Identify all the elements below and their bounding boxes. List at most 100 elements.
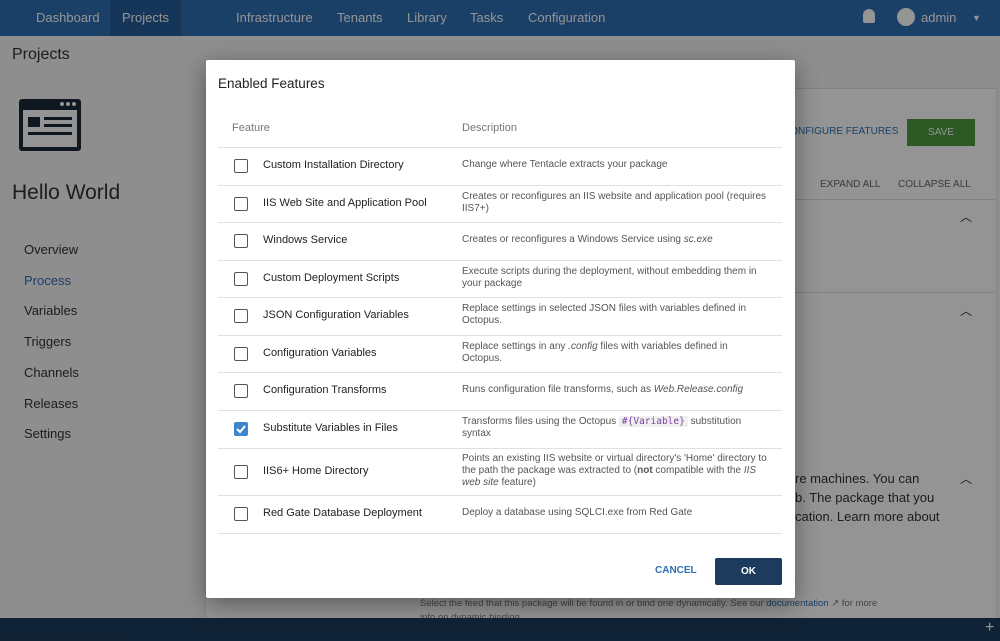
nav-item[interactable]: Configuration xyxy=(528,10,606,25)
description-text: compatible with the xyxy=(652,465,744,476)
project-name: Hello World xyxy=(12,181,121,204)
description-text: Points an existing IIS website or virtua… xyxy=(462,453,767,476)
checkbox[interactable] xyxy=(234,384,248,398)
description-text: Replace settings in any xyxy=(462,341,569,352)
user-name[interactable]: admin xyxy=(921,10,957,25)
description-text: .config xyxy=(568,341,598,352)
feature-name: Custom Deployment Scripts xyxy=(263,271,400,284)
ok-button[interactable]: OK xyxy=(715,558,782,585)
feature-description: Change where Tentacle extracts your pack… xyxy=(462,159,767,171)
feed-help-line2: info on dynamic binding xyxy=(420,612,520,623)
description-text: Web.Release.config xyxy=(653,384,744,395)
checkbox[interactable] xyxy=(234,196,248,211)
feature-name: Configuration Transforms xyxy=(263,384,387,396)
menu-item[interactable]: Releases xyxy=(24,395,79,411)
description-text: IIS web site xyxy=(462,465,757,488)
feature-row: Configuration Variables Replace settings … xyxy=(218,335,782,373)
feature-row: Custom Deployment Scripts Execute scripts… xyxy=(218,260,782,298)
description-text: not xyxy=(637,465,653,476)
feature-description: Replace settings in any .config files wi… xyxy=(462,341,767,365)
feature-description: Deploy a database using SQLCI.exe from R… xyxy=(462,507,767,519)
nav-item[interactable]: Projects xyxy=(110,0,181,36)
configure-features[interactable]: CONFIGURE FEATURES xyxy=(783,126,899,137)
description-text: Replace settings in selected JSON files … xyxy=(462,303,747,326)
checkbox[interactable] xyxy=(234,234,248,248)
collapse-all[interactable]: COLLAPSE ALL xyxy=(898,179,971,190)
save-button[interactable]: SAVE xyxy=(907,119,975,146)
feed-help-text: Select the feed that this package will b… xyxy=(420,598,764,609)
feed-help-text: for more xyxy=(841,598,878,609)
nav-item[interactable]: Dashboard xyxy=(36,10,100,25)
nav-item[interactable]: Tasks xyxy=(470,10,504,25)
description-text: Execute scripts during the deployment, w… xyxy=(462,266,757,289)
dialog-title: Enabled Features xyxy=(218,76,325,91)
add-button[interactable]: + xyxy=(985,619,995,636)
divider xyxy=(795,292,995,293)
feature-description: Transforms files using the Octopus #{Var… xyxy=(462,416,767,440)
feature-row: IIS Web Site and Application Pool Creates… xyxy=(218,185,782,223)
menu-item[interactable]: Overview xyxy=(24,242,79,257)
feature-description: Points an existing IIS website or virtua… xyxy=(462,453,767,489)
feature-name: Windows Service xyxy=(263,234,348,246)
feature-name: IIS Web Site and Application Pool xyxy=(263,196,427,209)
feature-description: Runs configuration file transforms, such… xyxy=(462,384,767,396)
feature-name: Configuration Variables xyxy=(263,346,377,359)
cancel-button[interactable]: CANCEL xyxy=(655,565,697,576)
feature-row: Configuration Transforms Runs configurati… xyxy=(218,372,782,411)
feature-row: Red Gate Database Deployment Deploy a dat… xyxy=(218,495,782,534)
description-text: Transforms files using the Octopus xyxy=(462,416,619,427)
top-nav: Dashboard Projects Infrastructure Tenants Li… xyxy=(0,0,1000,36)
menu-item[interactable]: Process xyxy=(24,272,71,288)
collapse-icon[interactable]: ︿ xyxy=(960,210,973,224)
footer-bar xyxy=(0,618,1000,641)
checkbox[interactable] xyxy=(234,507,248,521)
nav-item[interactable]: Tenants xyxy=(337,10,383,25)
text-fragment: re machines. You can xyxy=(795,471,920,486)
user-caret[interactable]: ▼ xyxy=(972,13,981,23)
menu-item[interactable]: Triggers xyxy=(24,334,72,350)
table-header: Feature Description xyxy=(218,113,782,148)
feature-description: Execute scripts during the deployment, w… xyxy=(462,266,767,290)
column-header: Feature xyxy=(232,122,270,134)
section-title: Projects xyxy=(12,46,70,63)
bell-icon[interactable] xyxy=(863,9,875,23)
text-fragment: cation. Learn more about xyxy=(795,509,940,524)
feature-description: Creates or reconfigures a Windows Servic… xyxy=(462,234,767,246)
menu-item[interactable]: Settings xyxy=(24,426,71,442)
nav-item[interactable]: Infrastructure xyxy=(236,10,313,25)
feed-help: Select the feed that this package will b… xyxy=(420,598,878,609)
feature-name: JSON Configuration Variables xyxy=(263,309,409,321)
menu-item[interactable]: Variables xyxy=(24,303,78,319)
checkbox[interactable] xyxy=(234,309,248,323)
nav-item[interactable]: Library xyxy=(407,10,447,25)
description-text: files with variables defined in Octopus. xyxy=(462,341,728,364)
checkbox[interactable] xyxy=(234,271,248,286)
checkbox[interactable] xyxy=(234,346,248,361)
description-text: feature) xyxy=(498,477,536,488)
collapse-icon[interactable]: ︿ xyxy=(960,472,973,486)
checkbox[interactable] xyxy=(234,422,248,436)
checkbox[interactable] xyxy=(234,464,248,479)
documentation-link[interactable]: documentation xyxy=(766,598,829,609)
feature-name: IIS6+ Home Directory xyxy=(263,464,369,477)
description-text: Deploy a database using SQLCI.exe from R… xyxy=(462,507,693,518)
project-logo xyxy=(19,99,81,151)
avatar[interactable] xyxy=(897,8,915,26)
column-header: Description xyxy=(462,122,518,134)
checkbox[interactable] xyxy=(234,159,248,173)
feature-description: Replace settings in selected JSON files … xyxy=(462,303,767,327)
description-text: sc.exe xyxy=(683,234,713,245)
expand-all[interactable]: EXPAND ALL xyxy=(820,179,881,190)
feature-name: Substitute Variables in Files xyxy=(263,422,398,434)
menu-item[interactable]: Channels xyxy=(24,364,79,380)
feature-row: Windows Service Creates or reconfigures a… xyxy=(218,222,782,261)
collapse-icon[interactable]: ︿ xyxy=(960,304,973,318)
description-text: substitution syntax xyxy=(462,416,742,439)
feature-name: Red Gate Database Deployment xyxy=(263,507,422,519)
description-text: #{Variable} xyxy=(618,416,688,427)
feature-description: Creates or reconfigures an IIS website a… xyxy=(462,191,767,215)
feature-row: Substitute Variables in Files Transforms … xyxy=(218,410,782,449)
text-fragment: b. The package that you xyxy=(795,490,935,505)
feature-name: Custom Installation Directory xyxy=(263,159,404,171)
